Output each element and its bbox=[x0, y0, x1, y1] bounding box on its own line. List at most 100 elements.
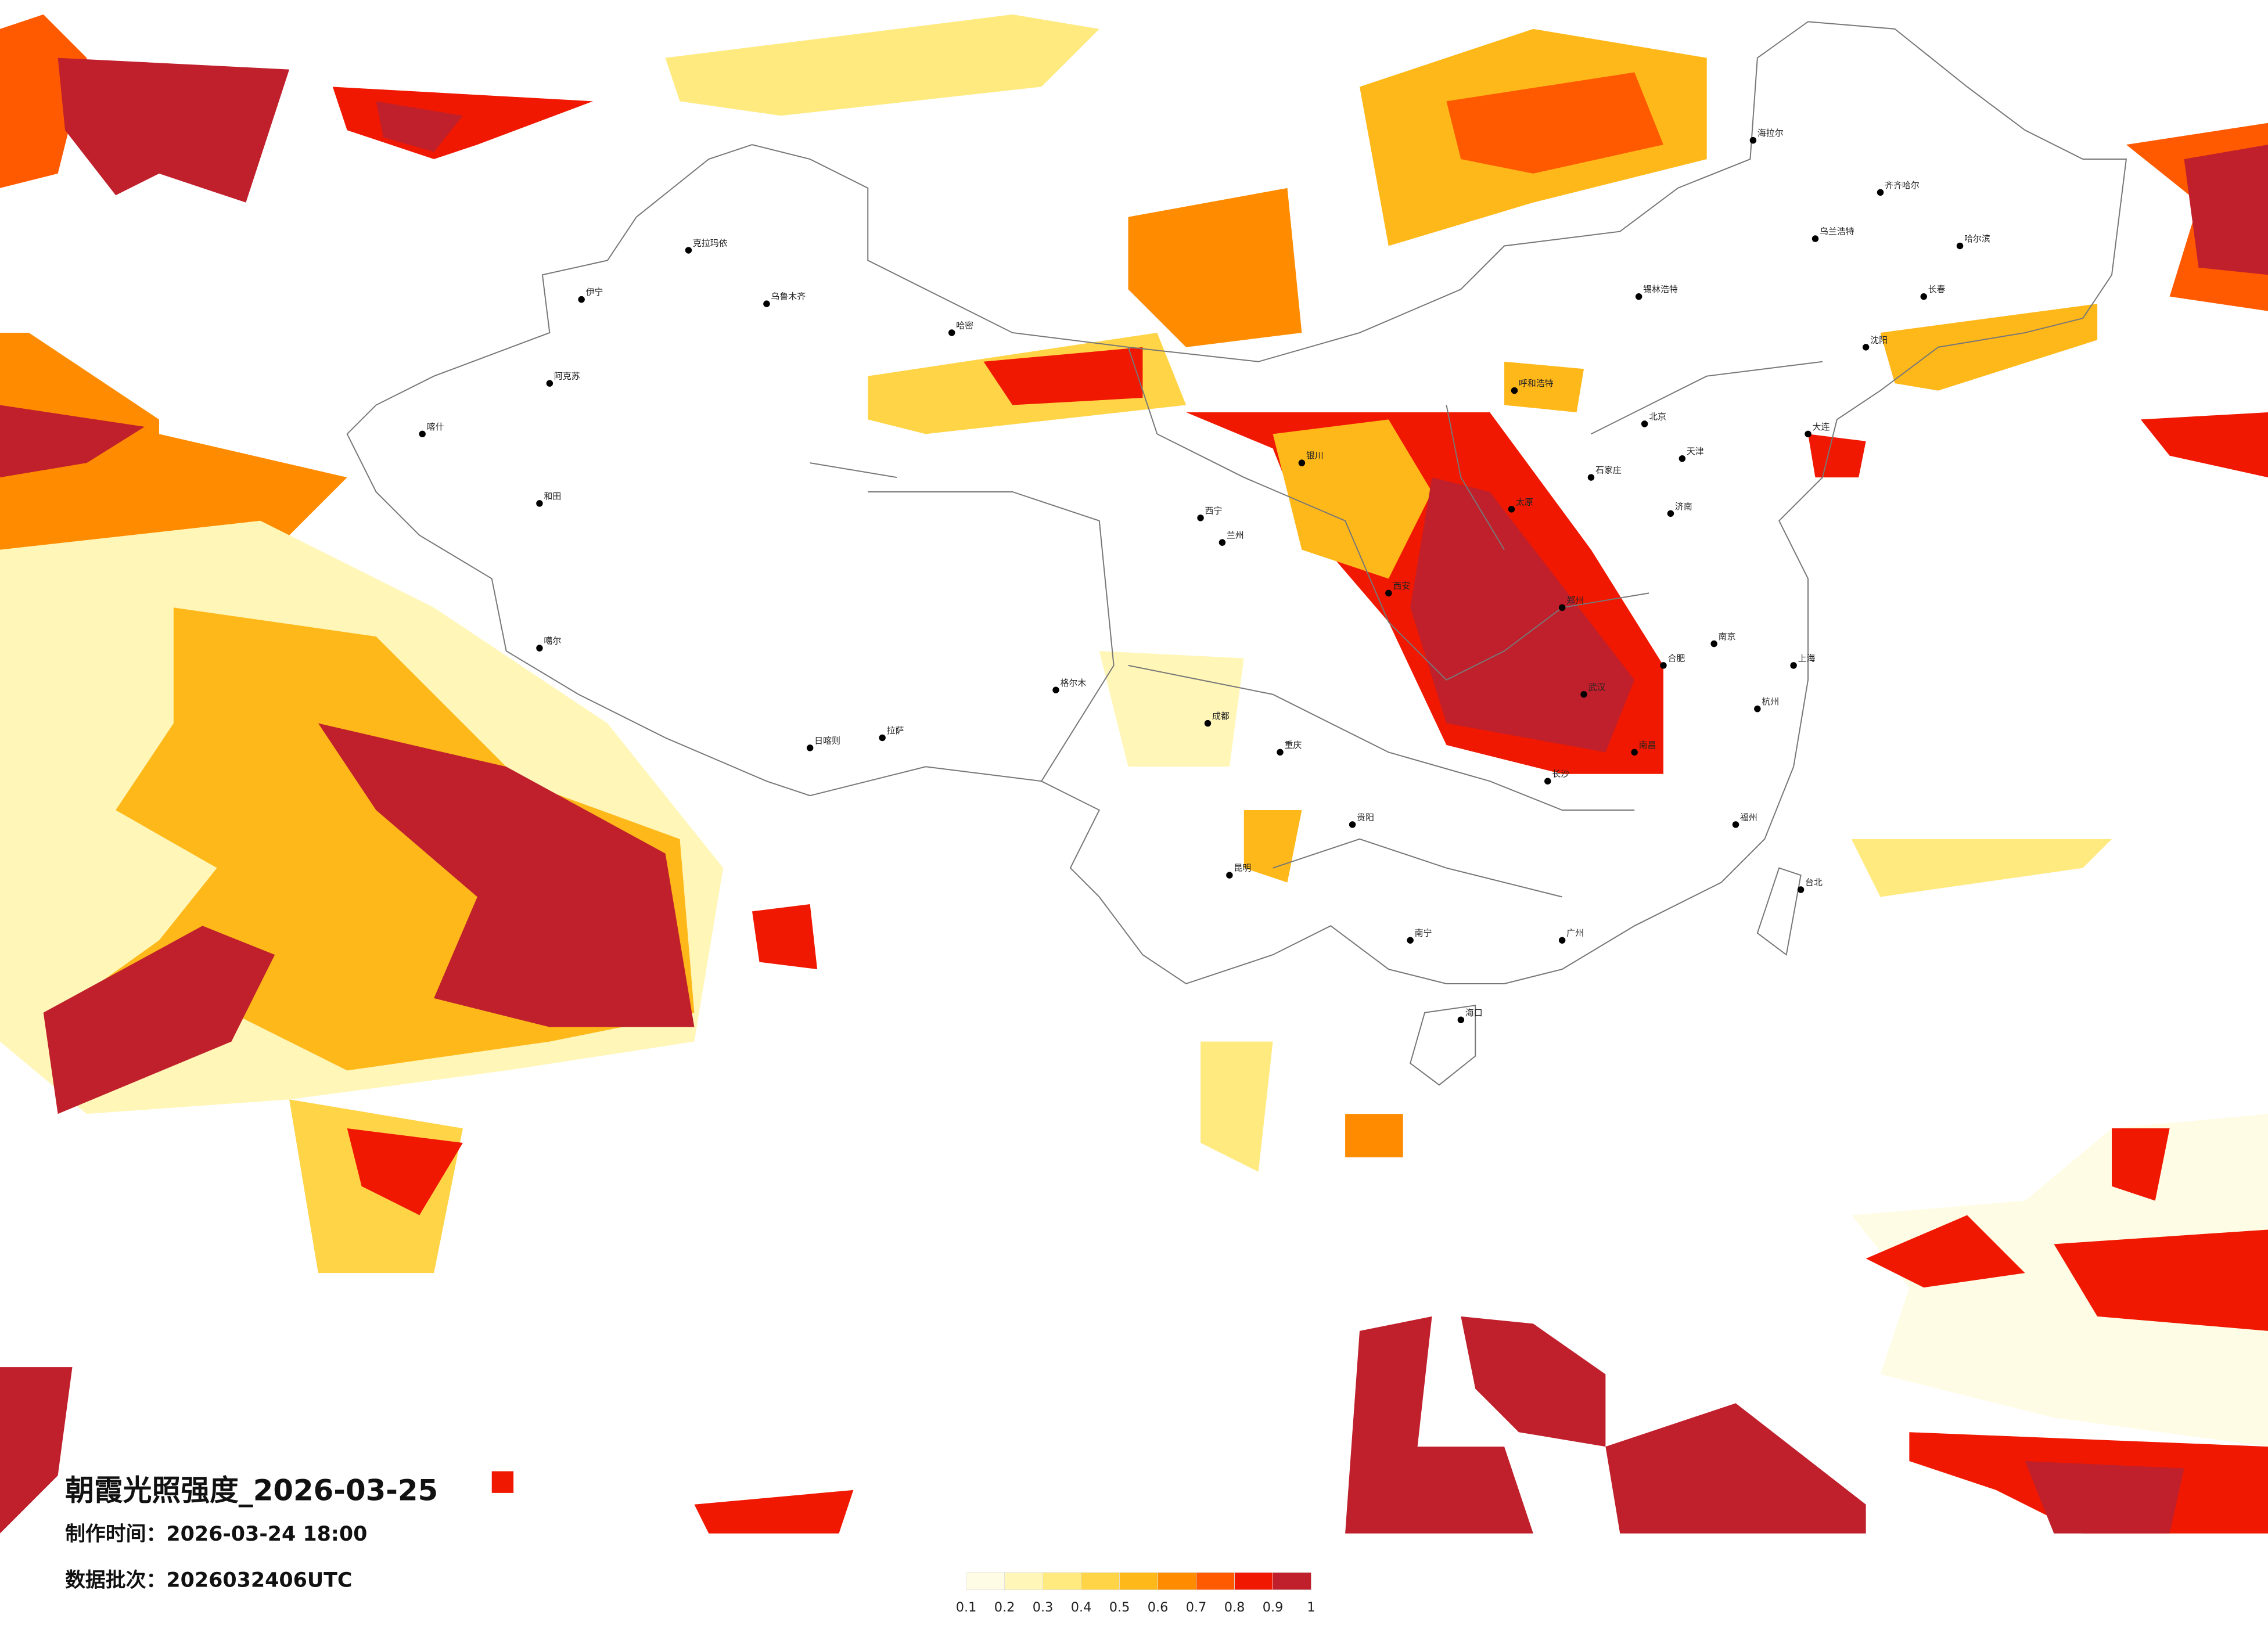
legend-tick-label: 0.6 bbox=[1148, 1600, 1169, 1615]
city-label: 喀什 bbox=[427, 422, 444, 432]
legend: 0.1 0.2 0.3 0.4 0.5 0.6 0.7 0.8 0.9 1 bbox=[956, 1572, 1315, 1615]
city-dot bbox=[1732, 821, 1739, 828]
city-label: 南宁 bbox=[1415, 928, 1432, 938]
city-label: 太原 bbox=[1516, 497, 1533, 507]
legend-tick-label: 0.3 bbox=[1033, 1600, 1054, 1615]
legend-swatch bbox=[1196, 1572, 1235, 1591]
city-dot bbox=[1508, 506, 1515, 513]
city-dot bbox=[1580, 691, 1587, 698]
city-dot bbox=[1277, 749, 1284, 756]
city-label: 南昌 bbox=[1639, 740, 1656, 750]
city-label: 郑州 bbox=[1566, 595, 1584, 606]
city-dot bbox=[1197, 515, 1204, 521]
city-dot bbox=[1920, 293, 1928, 300]
city-label: 沈阳 bbox=[1870, 334, 1888, 345]
city-dot bbox=[1298, 459, 1306, 466]
city-label: 长沙 bbox=[1552, 769, 1569, 779]
heat-layer bbox=[0, 14, 2268, 1534]
city-label: 重庆 bbox=[1285, 740, 1302, 750]
city-dot bbox=[1219, 539, 1226, 546]
city-label: 哈密 bbox=[956, 320, 973, 330]
city-dot bbox=[1226, 872, 1233, 879]
city-label: 石家庄 bbox=[1595, 465, 1622, 476]
city-label: 噶尔 bbox=[544, 636, 561, 646]
city-dot bbox=[536, 645, 543, 652]
city-dot bbox=[1710, 640, 1717, 647]
city-label: 昆明 bbox=[1234, 863, 1251, 873]
city-dot bbox=[806, 744, 814, 751]
city-dot bbox=[546, 380, 553, 387]
made-time: 制作时间：2026-03-24 18:00 bbox=[65, 1523, 367, 1546]
city-dot bbox=[1511, 387, 1518, 394]
city-dot bbox=[1811, 235, 1819, 242]
city-label: 克拉玛依 bbox=[693, 238, 728, 248]
city-label: 乌兰浩特 bbox=[1820, 226, 1854, 237]
city-label: 格尔木 bbox=[1060, 678, 1086, 688]
city-label: 长春 bbox=[1928, 284, 1946, 294]
city-label: 南京 bbox=[1719, 631, 1736, 642]
legend-swatch bbox=[1081, 1572, 1120, 1591]
city-dot bbox=[578, 296, 585, 303]
city-label: 锡林浩特 bbox=[1643, 284, 1678, 294]
city-label: 西安 bbox=[1393, 581, 1410, 591]
city-label: 兰州 bbox=[1227, 530, 1244, 541]
city-label: 银川 bbox=[1306, 451, 1324, 461]
city-label: 哈尔滨 bbox=[1964, 233, 1990, 244]
city-dot bbox=[1587, 474, 1595, 481]
city-label: 乌鲁木齐 bbox=[771, 292, 806, 302]
city-dot bbox=[1805, 430, 1811, 438]
city-dot bbox=[1797, 886, 1805, 893]
city-label: 武汉 bbox=[1588, 682, 1605, 692]
city-dot bbox=[1558, 604, 1566, 611]
legend-tick-label: 0.9 bbox=[1263, 1600, 1284, 1615]
city-label: 呼和浩特 bbox=[1519, 378, 1554, 388]
city-label: 拉萨 bbox=[887, 725, 904, 736]
city-dot bbox=[1660, 662, 1667, 669]
city-label: 台北 bbox=[1805, 877, 1823, 888]
city-dot bbox=[948, 329, 955, 336]
city-label: 福州 bbox=[1740, 812, 1757, 822]
city-dot bbox=[1052, 686, 1059, 693]
city-label: 大连 bbox=[1813, 422, 1830, 432]
city-label: 贵阳 bbox=[1357, 812, 1374, 822]
city-label: 和田 bbox=[544, 491, 561, 501]
city-dot bbox=[1385, 589, 1392, 597]
city-label: 天津 bbox=[1687, 446, 1704, 456]
city-dot bbox=[1749, 136, 1757, 144]
city-label: 海口 bbox=[1465, 1008, 1483, 1018]
city-dot bbox=[1544, 778, 1551, 785]
data-batch: 数据批次：2026032406UTC bbox=[65, 1569, 352, 1592]
city-dot bbox=[685, 247, 692, 254]
legend-swatch bbox=[1119, 1572, 1158, 1591]
city-dot bbox=[1407, 937, 1414, 944]
city-label: 杭州 bbox=[1762, 696, 1779, 707]
city-dot bbox=[1678, 455, 1686, 462]
city-label: 阿克苏 bbox=[554, 371, 580, 382]
legend-tick-label: 0.2 bbox=[994, 1600, 1015, 1615]
city-label: 北京 bbox=[1649, 411, 1666, 422]
city-dot bbox=[1635, 293, 1642, 300]
legend-swatch bbox=[1004, 1572, 1043, 1591]
city-dot bbox=[1204, 720, 1212, 727]
city-dot bbox=[536, 500, 543, 507]
city-dot bbox=[1667, 510, 1674, 517]
legend-swatch bbox=[1273, 1572, 1311, 1591]
city-dot bbox=[1457, 1016, 1465, 1023]
city-label: 广州 bbox=[1566, 928, 1584, 938]
city-dot bbox=[1956, 242, 1964, 250]
legend-swatch bbox=[966, 1572, 1005, 1591]
legend-tick-label: 0.8 bbox=[1224, 1600, 1245, 1615]
legend-tick-label: 0.7 bbox=[1186, 1600, 1207, 1615]
city-dot bbox=[763, 300, 770, 307]
city-label: 上海 bbox=[1798, 653, 1816, 663]
city-label: 齐齐哈尔 bbox=[1885, 180, 1920, 190]
city-dot bbox=[1877, 189, 1884, 196]
city-label: 日喀则 bbox=[814, 735, 840, 746]
legend-swatch bbox=[1234, 1572, 1273, 1591]
city-dot bbox=[1631, 749, 1638, 756]
legend-swatch bbox=[1158, 1572, 1196, 1591]
city-label: 成都 bbox=[1212, 711, 1230, 721]
city-dot bbox=[1349, 821, 1356, 828]
city-dot bbox=[879, 734, 886, 742]
